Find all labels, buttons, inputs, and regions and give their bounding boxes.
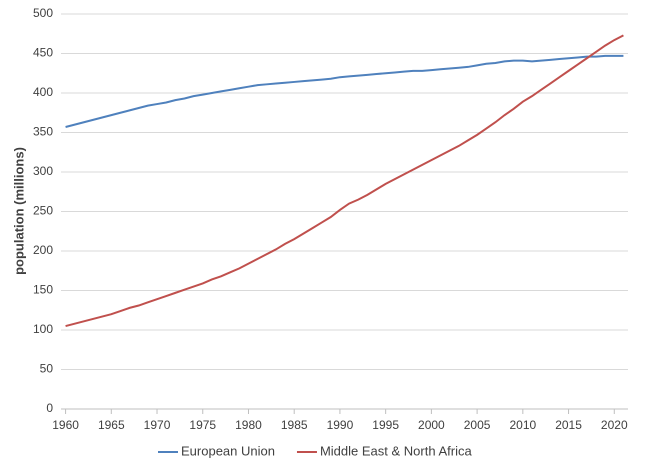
- legend-label: Middle East & North Africa: [320, 443, 472, 458]
- series-line: [65, 54, 624, 128]
- x-tick-label: 1960: [52, 418, 79, 432]
- x-tick-label: 1970: [144, 418, 171, 432]
- y-axis-label: population (millions): [11, 147, 26, 275]
- x-tick-label: 1980: [235, 418, 262, 432]
- y-tick-label: 300: [33, 164, 53, 178]
- x-tick-label: 2010: [509, 418, 536, 432]
- legend-label: European Union: [181, 443, 275, 458]
- y-tick-label: 400: [33, 85, 53, 99]
- y-tick-label: 150: [33, 283, 53, 297]
- y-tick-label: 500: [33, 6, 53, 20]
- x-tick-label: 1985: [281, 418, 308, 432]
- x-tick-label: 1975: [189, 418, 216, 432]
- x-tick-label: 2015: [555, 418, 582, 432]
- x-tick-label: 2000: [418, 418, 445, 432]
- series-line: [65, 34, 624, 328]
- x-tick-label: 1990: [327, 418, 354, 432]
- y-tick-label: 50: [40, 362, 54, 376]
- y-tick-label: 0: [46, 401, 53, 415]
- y-tick-label: 250: [33, 204, 53, 218]
- y-tick-label: 450: [33, 46, 53, 60]
- x-tick-label: 2020: [601, 418, 628, 432]
- y-tick-label: 100: [33, 322, 53, 336]
- y-tick-label: 200: [33, 243, 53, 257]
- x-tick-label: 1995: [372, 418, 399, 432]
- x-tick-label: 2005: [464, 418, 491, 432]
- y-tick-label: 350: [33, 125, 53, 139]
- x-tick-label: 1965: [98, 418, 125, 432]
